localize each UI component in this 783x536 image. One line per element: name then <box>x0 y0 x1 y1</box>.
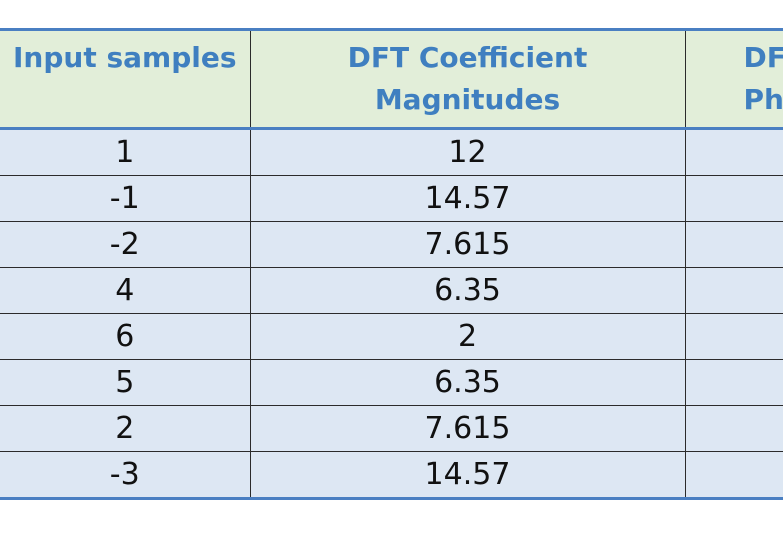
cell-input-sample: 6 <box>0 313 250 360</box>
cell-phase <box>684 221 783 268</box>
cell-magnitude: 14.57 <box>249 175 685 222</box>
cell-phase <box>684 405 783 452</box>
cell-phase <box>684 313 783 360</box>
header-text: Ph <box>743 83 783 116</box>
header-text: Magnitudes <box>374 83 561 116</box>
cell-magnitude: 14.57 <box>249 451 685 500</box>
cell-magnitude: 2 <box>249 313 685 360</box>
cell-magnitude: 6.35 <box>249 359 685 406</box>
table-row: -1 14.57 <box>0 175 783 222</box>
table-row: 2 7.615 <box>0 405 783 452</box>
cell-input-sample: -3 <box>0 451 250 500</box>
cell-phase <box>684 359 783 406</box>
cell-magnitude: 7.615 <box>249 221 685 268</box>
header-text: DF <box>743 41 783 74</box>
header-text: Input samples <box>13 41 237 74</box>
cell-input-sample: 5 <box>0 359 250 406</box>
table-row: 5 6.35 <box>0 359 783 406</box>
dft-table-container: Input samples DFT Coefficient Magnitudes… <box>0 28 783 500</box>
table-row: 1 12 <box>0 128 783 176</box>
cell-input-sample: -2 <box>0 221 250 268</box>
cell-phase <box>684 451 783 500</box>
table-row: 4 6.35 <box>0 267 783 314</box>
header-dft-phase: DF Ph <box>684 28 783 130</box>
cell-magnitude: 12 <box>249 128 685 176</box>
header-dft-magnitudes: DFT Coefficient Magnitudes <box>249 28 685 130</box>
cell-input-sample: 2 <box>0 405 250 452</box>
dft-table: Input samples DFT Coefficient Magnitudes… <box>0 28 783 500</box>
cell-input-sample: 1 <box>0 128 250 176</box>
cell-input-sample: 4 <box>0 267 250 314</box>
header-row: Input samples DFT Coefficient Magnitudes… <box>0 28 783 130</box>
table-row: -2 7.615 <box>0 221 783 268</box>
cell-phase <box>684 267 783 314</box>
cell-input-sample: -1 <box>0 175 250 222</box>
header-input-samples: Input samples <box>0 28 250 130</box>
table-row: -3 14.57 <box>0 451 783 500</box>
cell-magnitude: 6.35 <box>249 267 685 314</box>
cell-phase <box>684 175 783 222</box>
cell-phase <box>684 128 783 176</box>
cell-magnitude: 7.615 <box>249 405 685 452</box>
table-row: 6 2 <box>0 313 783 360</box>
header-text: DFT Coefficient <box>347 41 588 74</box>
